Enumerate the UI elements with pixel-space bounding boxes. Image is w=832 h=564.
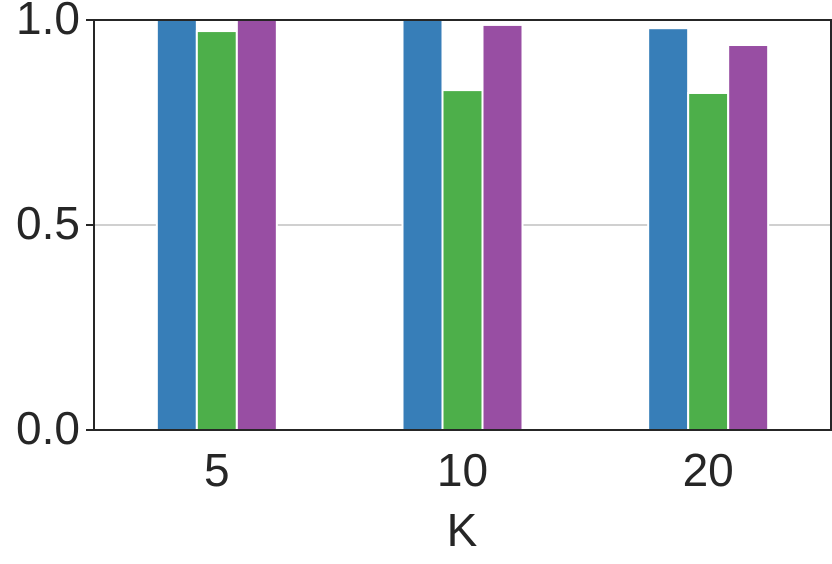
bar	[155, 19, 198, 431]
x-tick-label: 20	[683, 444, 734, 496]
bar	[401, 19, 444, 431]
plot-frame	[93, 19, 832, 431]
y-tick-label: 0.5	[16, 197, 80, 249]
y-tick-label: 0.0	[16, 402, 80, 454]
bar	[195, 30, 238, 431]
y-tick-label: 1.0	[16, 0, 80, 44]
x-tick-label: 10	[437, 444, 488, 496]
bar	[687, 91, 730, 431]
bar	[481, 23, 524, 431]
bar	[727, 44, 770, 431]
bar	[441, 89, 484, 432]
bar	[235, 19, 278, 431]
bar	[647, 27, 690, 431]
x-axis-label: K	[447, 504, 478, 556]
x-tick-label: 5	[204, 444, 230, 496]
